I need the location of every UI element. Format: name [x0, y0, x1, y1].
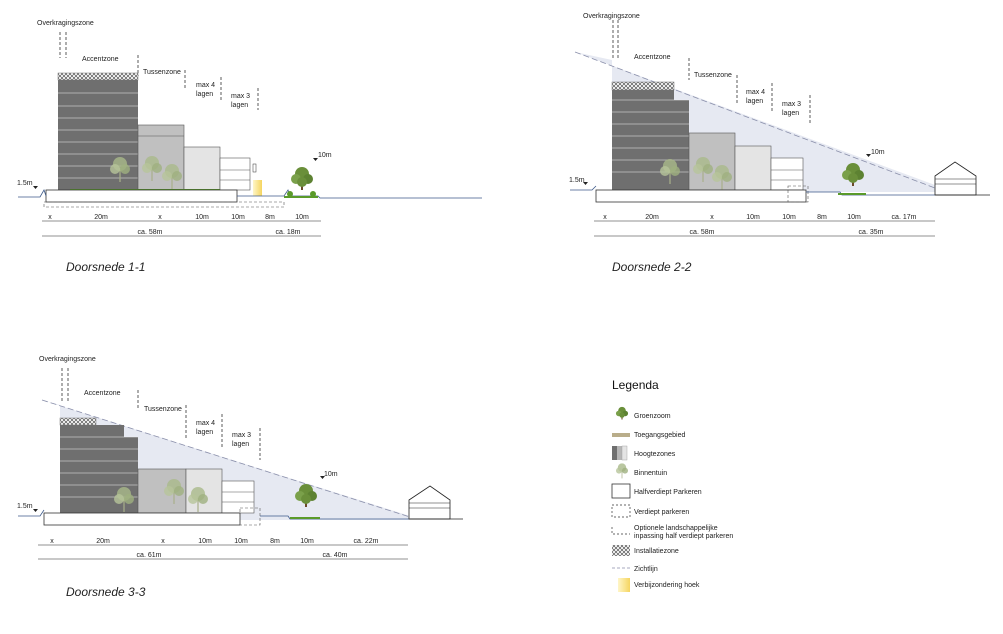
max3-label: max 3 — [231, 93, 250, 100]
legend-item-installatie: Installatiezone — [612, 545, 679, 556]
max4-label: max 4 — [746, 89, 765, 96]
legend-label-2: inpassing half verdiept parkeren — [634, 533, 733, 540]
neighbour-house — [934, 161, 977, 196]
legend-label: Optionele landschappelijke — [634, 525, 718, 532]
accent-label: Accentzone — [84, 390, 121, 397]
legend-label: Groenzoom — [634, 413, 671, 420]
accent-label: Accentzone — [82, 56, 119, 63]
legend-label: Binnentuin — [634, 470, 667, 477]
hoogtezones-icon — [612, 445, 628, 461]
overkraging-label: Overkragingszone — [39, 356, 96, 363]
dim-top: ca. 22m — [354, 538, 379, 545]
dim-top: 20m — [96, 538, 110, 545]
groenzoom-icon — [615, 406, 629, 420]
legend-item-optionele: Optionele landschappelijke inpassing hal… — [611, 525, 733, 540]
tussen-label: Tussenzone — [143, 69, 181, 76]
dim-top: x — [603, 214, 607, 221]
dim-top: x — [161, 538, 165, 545]
max3-lagen-label: lagen — [782, 110, 799, 117]
max4-lagen-label: lagen — [196, 429, 213, 436]
legend-label: Toegangsgebied — [634, 432, 685, 439]
installatie-icon — [612, 545, 630, 556]
verdiept-icon — [611, 504, 631, 518]
binnentuin-icon — [616, 463, 628, 479]
level-label: 1.5m — [17, 180, 33, 187]
optionele-icon — [611, 527, 630, 535]
tree-height-label: 10m — [318, 152, 332, 159]
dim-top: 20m — [645, 214, 659, 221]
max4-lagen-label: lagen — [196, 91, 213, 98]
legend-title: Legenda — [612, 378, 659, 392]
level-label: 1.5m — [17, 503, 33, 510]
legend-label: Zichtlijn — [634, 566, 658, 573]
dim-top: 8m — [270, 538, 280, 545]
dim-top: 10m — [234, 538, 248, 545]
dim-bottom: ca. 58m — [690, 229, 715, 236]
dim-top: 10m — [300, 538, 314, 545]
legend-item-verbijzondering: Verbijzondering hoek — [618, 578, 700, 592]
max4-lagen-label: lagen — [746, 98, 763, 105]
tussen-label: Tussenzone — [694, 72, 732, 79]
section-3-3: Overkragingszone Accentzone Tussenzone m… — [17, 356, 463, 599]
legend-item-hoogtezones: Hoogtezones — [612, 445, 676, 461]
dim-top: x — [50, 538, 54, 545]
dim-top: 10m — [847, 214, 861, 221]
dim-bottom: ca. 58m — [138, 229, 163, 236]
max4-label: max 4 — [196, 82, 215, 89]
max3-lagen-label: lagen — [231, 102, 248, 109]
dim-top: 20m — [94, 214, 108, 221]
overkraging-label: Overkragingszone — [583, 13, 640, 20]
legend-label: Halfverdiept Parkeren — [634, 489, 702, 496]
halfverdiept-icon — [611, 483, 631, 499]
verbijzondering-icon — [618, 578, 630, 592]
dim-top: 10m — [782, 214, 796, 221]
max3-label: max 3 — [232, 432, 251, 439]
max3-lagen-label: lagen — [232, 441, 249, 448]
neighbour-house — [408, 485, 451, 520]
dim-top: x — [710, 214, 714, 221]
section-2-2: Overkragingszone Accentzone Tussenzone m… — [569, 13, 990, 274]
legend-label: Hoogtezones — [634, 451, 676, 458]
legend-item-halfverdiept: Halfverdiept Parkeren — [611, 483, 702, 499]
dim-bottom: ca. 40m — [323, 552, 348, 559]
dim-top: 10m — [295, 214, 309, 221]
dim-bottom: ca. 61m — [137, 552, 162, 559]
legend-item-groenzoom: Groenzoom — [615, 406, 671, 420]
dim-top: ca. 17m — [892, 214, 917, 221]
dim-top: 8m — [265, 214, 275, 221]
legend-item-binnentuin: Binnentuin — [616, 463, 667, 479]
dim-top: 10m — [231, 214, 245, 221]
level-label: 1.5m — [569, 177, 585, 184]
max4-label: max 4 — [196, 420, 215, 427]
overkraging-label: Overkragingszone — [37, 20, 94, 27]
dim-top: 8m — [817, 214, 827, 221]
max3-label: max 3 — [782, 101, 801, 108]
legend-item-toegangsgebied: Toegangsgebied — [612, 432, 685, 439]
dim-top: x — [48, 214, 52, 221]
legend-item-zichtlijn: Zichtlijn — [612, 566, 658, 573]
section-caption: Doorsnede 3-3 — [66, 585, 146, 599]
tree-height-label: 10m — [324, 471, 338, 478]
legend-label: Verbijzondering hoek — [634, 582, 700, 589]
section-caption: Doorsnede 1-1 — [66, 260, 145, 274]
accent-label: Accentzone — [634, 54, 671, 61]
dim-top: 10m — [195, 214, 209, 221]
legend: Legenda Groenzoom Toegangsgebied Hoogtez… — [611, 378, 733, 592]
dim-top: 10m — [746, 214, 760, 221]
section-1-1: Overkragingszone Accentzone Tussenzone m… — [17, 20, 482, 274]
legend-item-verdiept: Verdiept parkeren — [611, 504, 689, 518]
toegang-icon — [612, 433, 630, 437]
section-caption: Doorsnede 2-2 — [612, 260, 692, 274]
tussen-label: Tussenzone — [144, 406, 182, 413]
legend-label: Installatiezone — [634, 548, 679, 555]
legend-label: Verdiept parkeren — [634, 509, 689, 516]
dim-bottom: ca. 35m — [859, 229, 884, 236]
dim-top: x — [158, 214, 162, 221]
dim-bottom: ca. 18m — [276, 229, 301, 236]
tree-height-label: 10m — [871, 149, 885, 156]
dim-top: 10m — [198, 538, 212, 545]
